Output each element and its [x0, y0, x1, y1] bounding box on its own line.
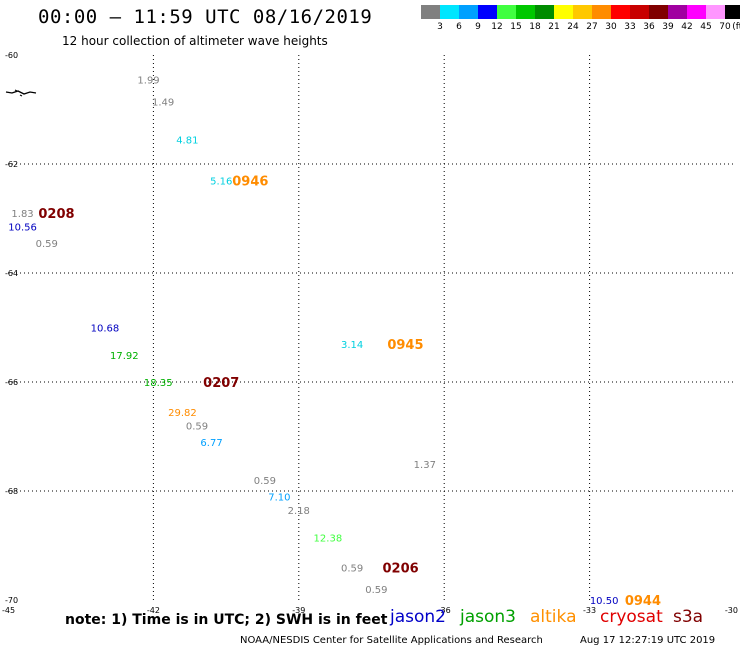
pass-time-label: 0208	[38, 207, 74, 222]
latitude-tick-label: -64	[5, 269, 18, 278]
longitude-tick-label: -39	[292, 606, 305, 615]
scale-swatch	[649, 5, 668, 19]
wave-height-label: 0.59	[186, 422, 208, 433]
scale-label: 3	[437, 22, 443, 32]
scale-swatch	[535, 5, 554, 19]
longitude-tick-label: -33	[583, 606, 596, 615]
wave-height-label: 2.18	[288, 506, 310, 517]
latitude-tick-label: -60	[5, 51, 18, 60]
latitude-tick-label: -70	[5, 596, 18, 605]
wave-height-label: 1.49	[152, 97, 174, 108]
wave-height-label: 0.59	[36, 239, 58, 250]
wave-height-label: 3.14	[341, 340, 363, 351]
scale-swatch	[440, 5, 459, 19]
pass-time-label: 0207	[203, 376, 239, 391]
scale-label: 33	[624, 22, 636, 32]
pass-time-label: 0946	[232, 174, 268, 189]
scale-swatch	[630, 5, 649, 19]
scale-label: 21	[548, 22, 560, 32]
wave-height-label: 29.82	[168, 408, 197, 419]
scale-swatch	[478, 5, 497, 19]
longitude-tick-label: -36	[438, 606, 451, 615]
wave-height-label: 0.59	[365, 585, 387, 596]
scale-label: 6	[456, 22, 462, 32]
wave-height-label: 4.81	[176, 135, 198, 146]
scale-swatch	[421, 5, 440, 19]
legend-altika: altika	[530, 607, 577, 627]
pass-time-label: 0206	[382, 561, 418, 576]
scale-label: 12	[491, 22, 503, 32]
wave-height-label: 5.16	[210, 176, 232, 187]
latitude-tick-label: -62	[5, 160, 18, 169]
credit-text: NOAA/NESDIS Center for Satellite Applica…	[240, 635, 543, 646]
wave-height-label: 1.37	[414, 460, 436, 471]
legend-cryosat: cryosat	[600, 607, 663, 627]
wave-height-label: 10.50	[590, 596, 619, 607]
scale-unit: (ft)	[732, 22, 740, 32]
pass-time-label: 0945	[387, 338, 423, 353]
scale-label: 36	[643, 22, 655, 32]
scale-label: 45	[700, 22, 712, 32]
wave-height-label: 12.38	[314, 533, 343, 544]
longitude-tick-label: -30	[725, 606, 738, 615]
axis-tick-labels: -45 -42 -39 -36 -33 -30 -60 -62 -64 -66 -68 -70	[2, 51, 738, 615]
scale-swatch	[554, 5, 573, 19]
chart-subtitle: 12 hour collection of altimeter wave hei…	[62, 34, 328, 48]
scale-swatch	[611, 5, 630, 19]
scale-swatch	[687, 5, 706, 19]
wave-height-label: 17.92	[110, 351, 139, 362]
scale-swatch	[592, 5, 611, 19]
chart-title: 00:00 – 11:59 UTC 08/16/2019	[38, 6, 373, 28]
latitude-tick-label: -66	[5, 378, 18, 387]
scale-swatch	[706, 5, 725, 19]
scale-label: 9	[475, 22, 481, 32]
scale-label: 39	[662, 22, 674, 32]
scale-label: 70	[719, 22, 731, 32]
wave-height-label: 6.77	[200, 438, 222, 449]
pass-time-labels: 0946 0208 0207 0945 0206 0944	[38, 174, 661, 609]
wave-height-observations: 1.99 1.49 4.81 5.16 1.83 10.56 0.59 10.68 17.92 1…	[8, 76, 618, 607]
longitude-tick-label: -42	[147, 606, 160, 615]
footer-note: note: 1) Time is in UTC; 2) SWH is in fe…	[65, 612, 388, 628]
scale-swatch	[725, 5, 740, 19]
map-gridlines	[8, 55, 735, 600]
scale-label: 18	[529, 22, 541, 32]
scale-label: 15	[510, 22, 522, 32]
scale-label: 27	[586, 22, 598, 32]
legend-jason2: jason2	[390, 607, 446, 627]
coastline	[5, 89, 37, 97]
wave-height-label: 0.59	[341, 563, 363, 574]
wave-height-label: 10.56	[8, 223, 37, 234]
scale-swatch	[497, 5, 516, 19]
scale-label: 24	[567, 22, 579, 32]
scale-label: 30	[605, 22, 617, 32]
wave-height-label: 1.83	[11, 209, 33, 220]
latitude-tick-label: -68	[5, 487, 18, 496]
wave-height-label: 0.59	[254, 476, 276, 487]
wave-height-label: 10.68	[91, 324, 120, 335]
wave-height-label: 18.35	[144, 378, 173, 389]
pass-time-label: 0944	[625, 594, 661, 609]
scale-swatch	[459, 5, 478, 19]
generated-timestamp: Aug 17 12:27:19 UTC 2019	[580, 635, 716, 646]
scale-label: 42	[681, 22, 693, 32]
wave-height-label: 7.10	[268, 492, 290, 503]
longitude-tick-label: -45	[2, 606, 15, 615]
wave-height-label: 1.99	[137, 76, 159, 87]
legend-s3a: s3a	[673, 607, 704, 627]
scale-swatch	[573, 5, 592, 19]
scale-swatch	[668, 5, 687, 19]
scale-swatch	[516, 5, 535, 19]
legend-jason3: jason3	[460, 607, 516, 627]
